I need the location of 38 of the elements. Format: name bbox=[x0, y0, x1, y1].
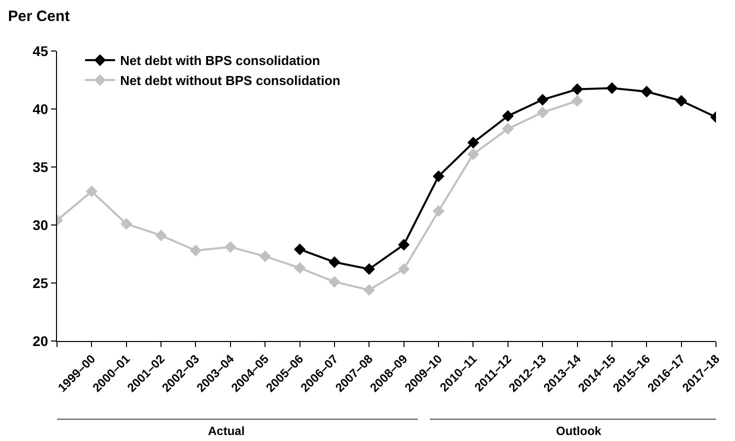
point bbox=[155, 230, 167, 242]
point bbox=[398, 238, 410, 251]
point bbox=[432, 170, 444, 182]
point bbox=[328, 276, 340, 288]
point bbox=[571, 83, 584, 96]
point bbox=[363, 284, 376, 296]
text: Actual bbox=[208, 424, 245, 438]
point bbox=[328, 256, 340, 268]
point bbox=[467, 136, 480, 148]
y-tick-label: 40 bbox=[32, 100, 48, 117]
point bbox=[224, 241, 236, 253]
legend-label: Net debt with BPS consolidation bbox=[120, 53, 320, 68]
point bbox=[398, 263, 410, 275]
point bbox=[675, 95, 688, 107]
y-tick-label: 25 bbox=[32, 274, 48, 291]
point bbox=[294, 244, 306, 256]
y-axis-title: Per Cent bbox=[8, 8, 70, 25]
point bbox=[190, 244, 202, 256]
point bbox=[536, 94, 548, 106]
point bbox=[432, 205, 444, 217]
point bbox=[467, 148, 480, 160]
point bbox=[86, 186, 98, 198]
point bbox=[536, 106, 548, 118]
point bbox=[120, 218, 132, 230]
y-tick-label: 30 bbox=[32, 216, 48, 233]
point bbox=[294, 262, 306, 274]
text: Outlook bbox=[556, 424, 602, 438]
point bbox=[502, 110, 514, 122]
y-tick-label: 35 bbox=[32, 158, 48, 175]
legend-label: Net debt without BPS consolidation bbox=[120, 73, 340, 88]
y-tick-label: 20 bbox=[32, 332, 48, 349]
y-tick-label: 45 bbox=[32, 42, 48, 59]
point bbox=[363, 263, 376, 275]
point bbox=[640, 86, 652, 98]
point bbox=[259, 250, 271, 262]
point bbox=[571, 95, 584, 107]
point bbox=[606, 82, 618, 94]
point bbox=[502, 122, 514, 135]
